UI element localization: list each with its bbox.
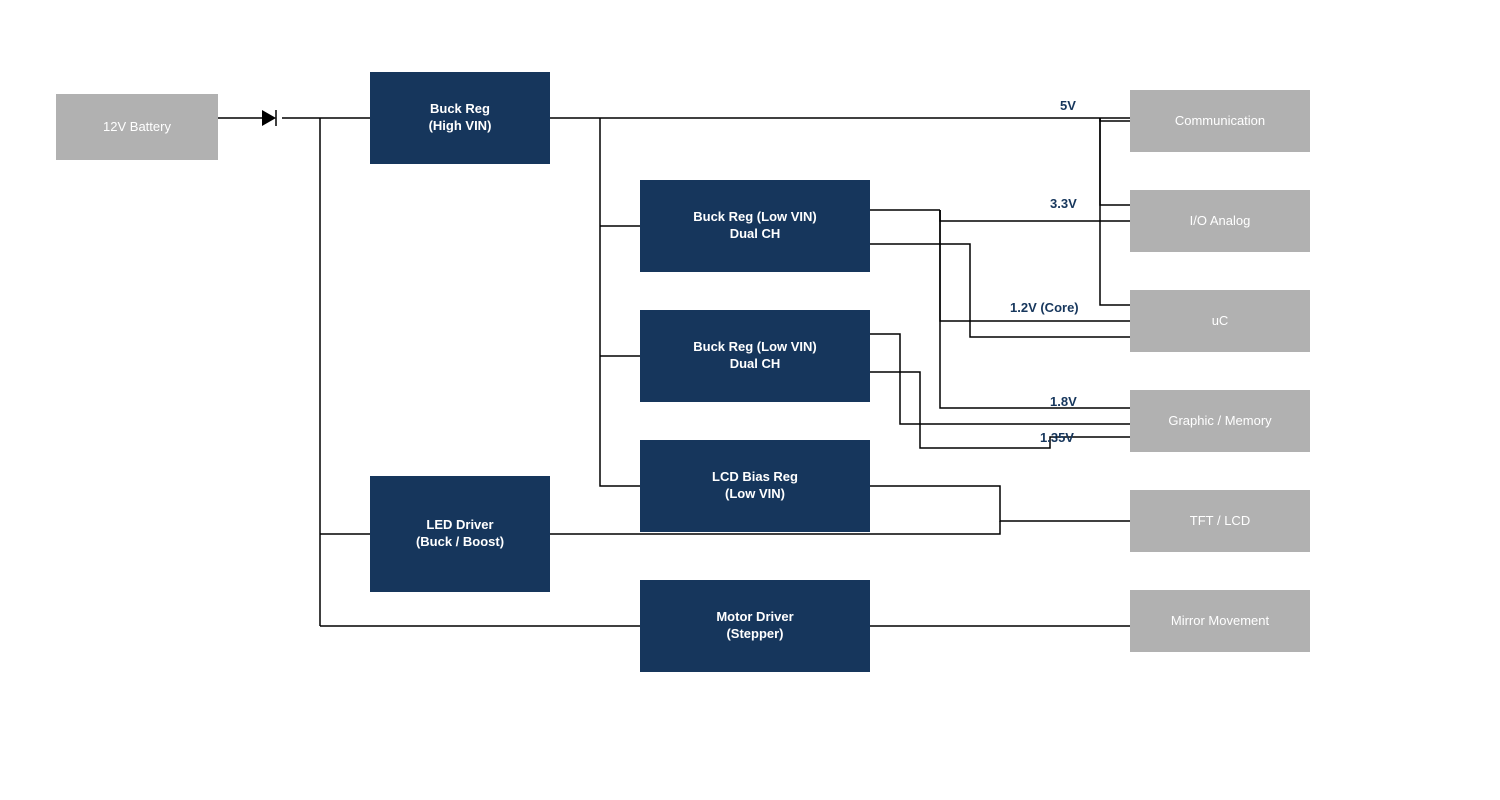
node-led-driver: LED Driver(Buck / Boost) <box>370 476 550 592</box>
node-label: Communication <box>1175 113 1265 130</box>
node-battery: 12V Battery <box>56 94 218 160</box>
node-label: I/O Analog <box>1190 213 1251 230</box>
node-graphic-memory: Graphic / Memory <box>1130 390 1310 452</box>
node-io-analog: I/O Analog <box>1130 190 1310 252</box>
node-buck-high-vin: Buck Reg(High VIN) <box>370 72 550 164</box>
node-label: 12V Battery <box>103 119 171 136</box>
node-lcd-bias: LCD Bias Reg(Low VIN) <box>640 440 870 532</box>
voltage-label-1v2-core: 1.2V (Core) <box>1010 300 1079 315</box>
node-label: LED Driver(Buck / Boost) <box>416 517 504 551</box>
voltage-label-1v8: 1.8V <box>1050 394 1077 409</box>
node-label: Buck Reg (Low VIN)Dual CH <box>693 339 817 373</box>
node-uc: uC <box>1130 290 1310 352</box>
voltage-text: 5V <box>1060 98 1076 113</box>
voltage-label-3v3: 3.3V <box>1050 196 1077 211</box>
block-diagram-canvas: 12V Battery Buck Reg(High VIN) Buck Reg … <box>0 0 1500 800</box>
node-label: TFT / LCD <box>1190 513 1250 530</box>
voltage-text: 1.35V <box>1040 430 1074 445</box>
node-label: Graphic / Memory <box>1168 413 1271 430</box>
voltage-text: 1.2V (Core) <box>1010 300 1079 315</box>
node-motor-driver: Motor Driver(Stepper) <box>640 580 870 672</box>
node-tft-lcd: TFT / LCD <box>1130 490 1310 552</box>
node-label: Buck Reg (Low VIN)Dual CH <box>693 209 817 243</box>
voltage-text: 3.3V <box>1050 196 1077 211</box>
voltage-label-1v35: 1.35V <box>1040 430 1074 445</box>
node-label: Mirror Movement <box>1171 613 1269 630</box>
node-label: Motor Driver(Stepper) <box>716 609 793 643</box>
node-communication: Communication <box>1130 90 1310 152</box>
node-buck-low-vin-2: Buck Reg (Low VIN)Dual CH <box>640 310 870 402</box>
node-mirror-movement: Mirror Movement <box>1130 590 1310 652</box>
node-buck-low-vin-1: Buck Reg (Low VIN)Dual CH <box>640 180 870 272</box>
node-label: uC <box>1212 313 1229 330</box>
voltage-label-5v: 5V <box>1060 98 1076 113</box>
node-label: Buck Reg(High VIN) <box>429 101 492 135</box>
node-label: LCD Bias Reg(Low VIN) <box>712 469 798 503</box>
voltage-text: 1.8V <box>1050 394 1077 409</box>
